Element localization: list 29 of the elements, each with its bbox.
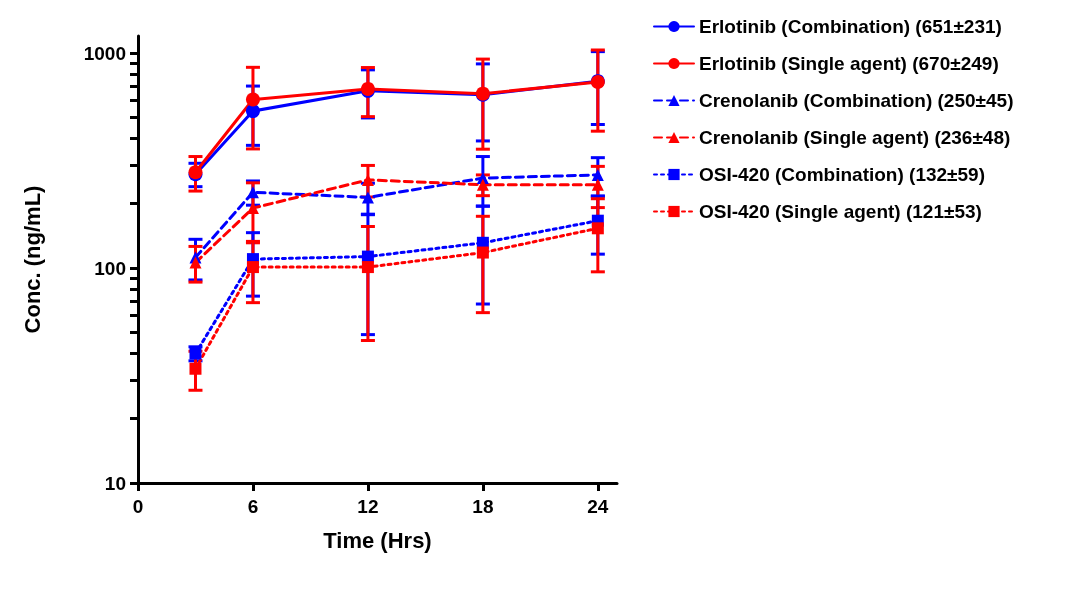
legend-label: Erlotinib (Single agent) (670±249): [699, 53, 999, 74]
point: [246, 261, 259, 274]
legend-label: Crenolanib (Single agent) (236±48): [699, 127, 1011, 148]
point: [361, 191, 374, 204]
point: [245, 92, 260, 107]
point: [591, 168, 604, 181]
point: [189, 362, 202, 375]
y-tick-label: 1000: [83, 42, 126, 64]
y-axis-title: Conc. (ng/mL): [19, 185, 45, 334]
point: [591, 178, 604, 191]
y-tick-label: 10: [104, 472, 126, 494]
legend-label: Erlotinib (Combination) (651±231): [699, 16, 1002, 37]
x-tick-label: 18: [472, 496, 494, 517]
point: [591, 222, 604, 235]
x-tick-label: 0: [132, 496, 144, 517]
legend-label: OSI-420 (Single agent) (121±53): [699, 201, 982, 222]
y-tick-label: 100: [94, 257, 126, 279]
point: [246, 186, 259, 199]
x-tick-label: 24: [587, 496, 609, 517]
point: [361, 261, 374, 274]
x-tick-label: 6: [247, 496, 259, 517]
x-axis-title: Time (Hrs): [323, 527, 432, 553]
legend-label: OSI-420 (Combination) (132±59): [699, 164, 985, 185]
point: [476, 178, 489, 191]
point: [476, 246, 489, 259]
point: [189, 256, 202, 269]
point: [245, 104, 260, 119]
x-tick-label: 12: [357, 496, 379, 517]
legend-label: Crenolanib (Combination) (250±45): [699, 90, 1014, 111]
